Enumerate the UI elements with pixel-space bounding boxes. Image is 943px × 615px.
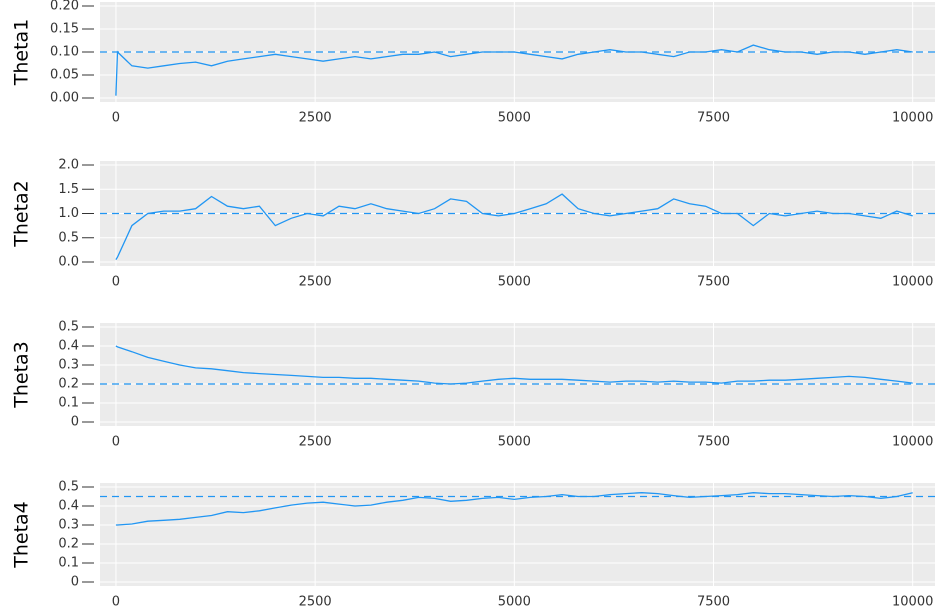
x-tick-label: 0 [112, 435, 120, 450]
y-tick-label: 0.2 [58, 377, 79, 392]
x-tick-label: 10000 [892, 435, 933, 450]
x-tick-label: 10000 [892, 275, 933, 290]
y-tick-label: 0.2 [58, 537, 79, 552]
y-axis-label: Theta4 [11, 501, 33, 569]
y-tick-label: 0.4 [58, 339, 79, 354]
x-tick-label: 7500 [697, 111, 730, 126]
x-tick-label: 5000 [498, 111, 531, 126]
y-tick-label: 0.15 [50, 22, 79, 37]
x-tick-label: 2500 [299, 275, 332, 290]
y-axis-label: Theta3 [11, 341, 33, 409]
x-tick-label: 0 [112, 111, 120, 126]
y-tick-label: 1.0 [58, 206, 79, 221]
trace-line [115, 193, 913, 260]
x-tick-label: 2500 [299, 111, 332, 126]
x-tick-label: 2500 [299, 435, 332, 450]
y-axis-label: Theta1 [11, 19, 33, 87]
y-tick-label: 0.05 [50, 68, 79, 83]
y-tick-label: 0.0 [58, 255, 79, 270]
x-tick-label: 7500 [697, 275, 730, 290]
y-tick-label: 1.5 [58, 182, 79, 197]
x-tick-label: 5000 [498, 275, 531, 290]
y-axis-label: Theta2 [11, 180, 33, 248]
y-tick-label: 0.20 [50, 0, 79, 14]
y-tick-label: 0.5 [58, 230, 79, 245]
y-tick-label: 0.3 [58, 518, 79, 533]
trace-line [115, 345, 913, 385]
x-tick-label: 10000 [892, 595, 933, 610]
x-tick-label: 2500 [299, 595, 332, 610]
y-tick-label: 0 [71, 415, 79, 430]
panel-background [100, 483, 935, 586]
y-tick-label: 0.5 [58, 480, 79, 495]
y-tick-label: 0.00 [50, 91, 79, 106]
x-tick-label: 5000 [498, 435, 531, 450]
y-tick-label: 0 [71, 575, 79, 590]
x-tick-label: 10000 [892, 111, 933, 126]
trace-line [115, 44, 913, 96]
y-tick-label: 0.4 [58, 499, 79, 514]
y-tick-label: 0.10 [50, 45, 79, 60]
x-tick-label: 7500 [697, 595, 730, 610]
y-tick-label: 0.1 [58, 396, 79, 411]
x-tick-label: 5000 [498, 595, 531, 610]
y-tick-label: 0.5 [58, 320, 79, 335]
y-tick-label: 2.0 [58, 158, 79, 173]
x-tick-label: 0 [112, 595, 120, 610]
x-tick-label: 7500 [697, 435, 730, 450]
trace-line [115, 492, 913, 526]
y-tick-label: 0.1 [58, 556, 79, 571]
panel-background [100, 323, 935, 426]
x-tick-label: 0 [112, 275, 120, 290]
y-tick-label: 0.3 [58, 358, 79, 373]
